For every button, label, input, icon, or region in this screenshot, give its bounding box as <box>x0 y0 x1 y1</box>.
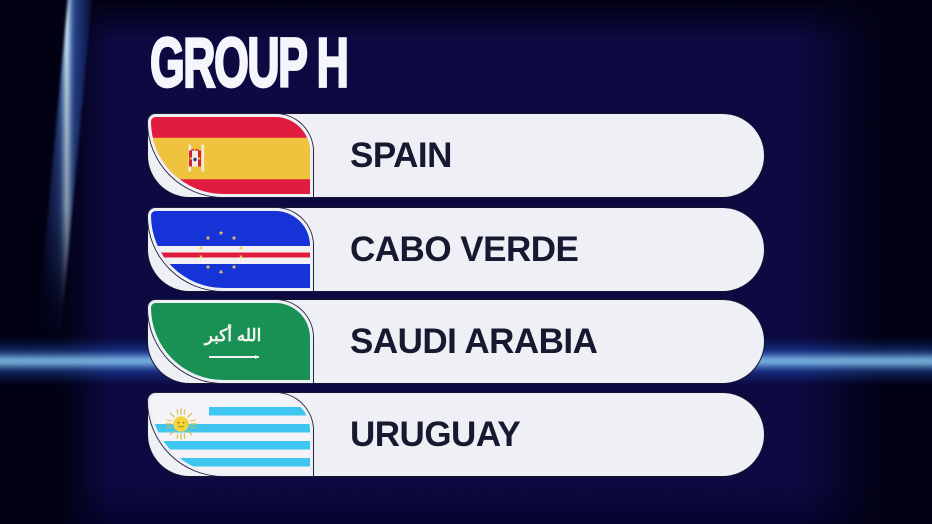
svg-text:الله أكبر: الله أكبر <box>203 323 262 346</box>
